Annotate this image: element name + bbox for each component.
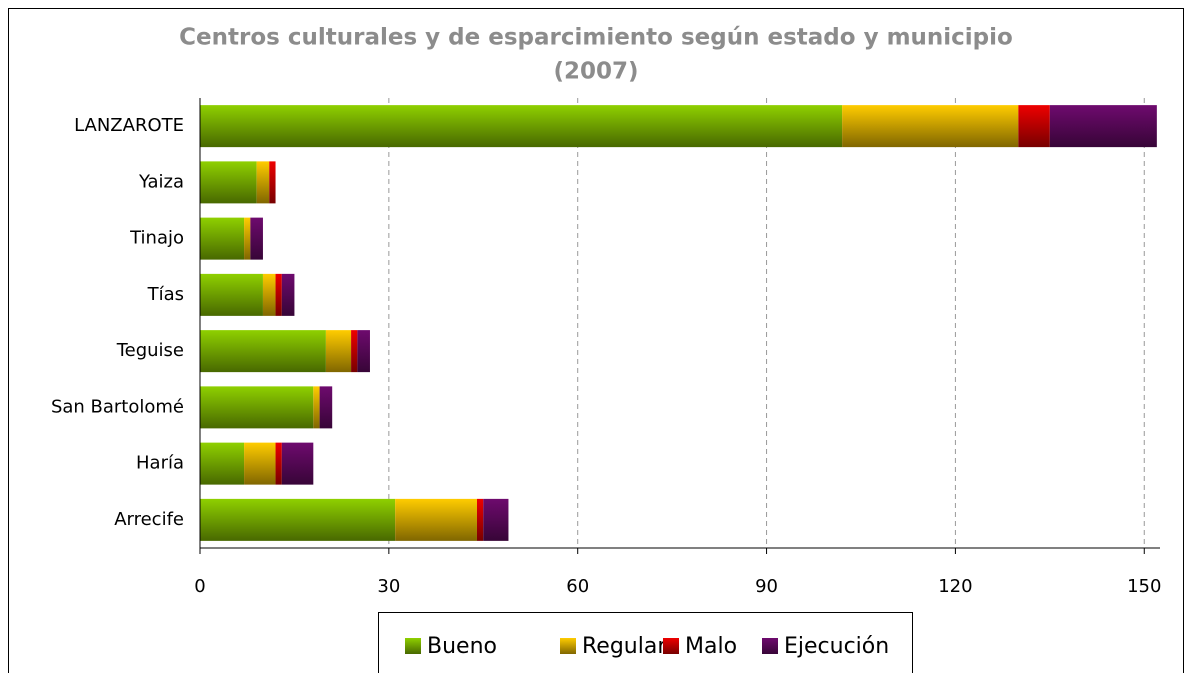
y-tick-label: Haría	[136, 453, 184, 474]
bar-segment	[483, 498, 509, 541]
bar-segment	[200, 161, 257, 204]
legend-swatch	[762, 638, 778, 654]
legend-swatch	[405, 638, 421, 654]
bar-segment	[244, 442, 276, 485]
x-tick-label: 90	[755, 576, 778, 597]
bar-segment	[200, 386, 314, 429]
legend-label: Regular	[582, 634, 667, 659]
bar-segment	[200, 442, 245, 485]
bar-segment	[200, 330, 326, 373]
x-tick-label: 0	[194, 576, 205, 597]
y-tick-label: Tías	[147, 284, 184, 305]
legend-box	[378, 612, 913, 673]
y-tick-label: Teguise	[116, 340, 184, 361]
y-tick-label: Yaiza	[138, 171, 184, 192]
chart-title: Centros culturales y de esparcimiento se…	[179, 25, 1013, 51]
bar-segment	[244, 217, 251, 260]
bar-segment	[269, 161, 276, 204]
bar-segment	[200, 105, 843, 148]
bar-segment	[200, 498, 396, 541]
bar-segment	[1018, 105, 1050, 148]
legend-label: Ejecución	[784, 634, 889, 659]
bar-segment	[395, 498, 477, 541]
bar-segment	[319, 386, 333, 429]
bar-segment	[200, 273, 263, 316]
bar-segment	[275, 273, 282, 316]
bar-segment	[476, 498, 484, 541]
x-tick-label: 30	[377, 576, 400, 597]
bar-segment	[250, 217, 263, 260]
legend-label: Malo	[685, 634, 737, 659]
bar-segment	[325, 330, 352, 373]
x-tick-label: 60	[566, 576, 589, 597]
bar-segment	[262, 273, 276, 316]
bar-segment	[313, 386, 320, 429]
bar-segment	[256, 161, 270, 204]
y-tick-label: Arrecife	[114, 509, 184, 530]
bar-segment	[842, 105, 1019, 148]
legend-swatch	[663, 638, 679, 654]
legend-label: Bueno	[427, 634, 497, 659]
bar-segment	[281, 442, 314, 485]
bar-segment	[281, 273, 295, 316]
chart-title: (2007)	[553, 59, 638, 85]
x-tick-label: 150	[1127, 576, 1161, 597]
bar-segment	[275, 442, 282, 485]
bar-segment	[351, 330, 358, 373]
bar-segment	[1049, 105, 1157, 148]
x-tick-label: 120	[938, 576, 972, 597]
y-tick-label: Tinajo	[129, 228, 184, 249]
bar-segment	[357, 330, 370, 373]
bar-segment	[200, 217, 245, 260]
y-tick-label: San Bartolomé	[51, 396, 184, 417]
y-tick-label: LANZAROTE	[74, 115, 184, 136]
legend-swatch	[560, 638, 576, 654]
